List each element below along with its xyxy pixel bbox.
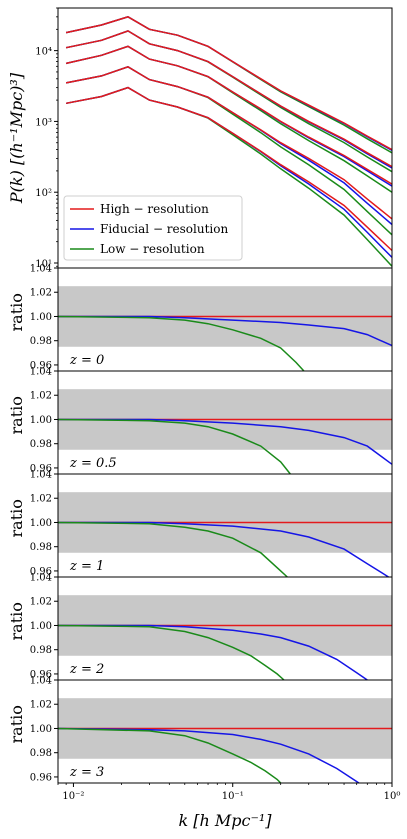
redshift-label: z = 0 [69, 353, 104, 368]
redshift-label: z = 1 [69, 559, 104, 574]
x-tick-label: 10⁻² [62, 791, 84, 802]
ratio-line-low [57, 624, 285, 681]
top-y-axis-label: P(k) [(h⁻¹Mpc)³] [7, 72, 26, 204]
ratio-y-tick-label: 1.04 [30, 470, 52, 481]
ratio-line-fiducial [58, 418, 393, 465]
top-y-tick-label: 10³ [35, 117, 52, 128]
redshift-label: z = 2 [69, 662, 104, 677]
pk-line-low-z1 [65, 45, 393, 193]
ratio-line-low [57, 315, 305, 372]
ratio-y-tick-label: 0.98 [30, 748, 52, 759]
ratio-y-tick-label: 1.02 [30, 288, 52, 299]
ratio-y-tick-label: 1.00 [30, 724, 52, 735]
ratio-y-axis-label: ratio [7, 705, 26, 743]
top-y-tick-label: 10⁴ [35, 47, 52, 58]
top-y-tick-label: 10¹ [35, 259, 52, 270]
ratio-y-tick-label: 1.00 [30, 415, 52, 426]
redshift-label: z = 0.5 [69, 456, 117, 471]
ratio-y-axis-label: ratio [7, 499, 26, 537]
ratio-y-tick-label: 1.02 [30, 494, 52, 505]
ratio-y-tick-label: 0.96 [30, 669, 52, 680]
ratio-y-axis-label: ratio [7, 396, 26, 434]
ratio-y-tick-label: 0.98 [30, 336, 52, 347]
ratio-y-tick-label: 1.00 [30, 312, 52, 323]
ratio-y-axis-label: ratio [7, 293, 26, 331]
top-y-tick-label: 10² [35, 188, 52, 199]
x-tick-label: 10⁻¹ [222, 791, 244, 802]
pk-line-high-z0 [65, 15, 393, 151]
ratio-y-axis-label: ratio [7, 602, 26, 640]
pk-line-low-z0.5 [65, 30, 393, 173]
ratio-y-tick-label: 1.02 [30, 700, 52, 711]
ratio-y-tick-label: 1.04 [30, 573, 52, 584]
ratio-panel-frame [57, 679, 393, 784]
ratio-y-tick-label: 1.02 [30, 391, 52, 402]
ratio-line-low [57, 727, 282, 784]
pk-line-high-z2 [65, 65, 393, 220]
ratio-y-tick-label: 0.96 [30, 566, 52, 577]
pk-line-high-z0.5 [65, 30, 393, 168]
pk-line-fiducial-z1 [65, 45, 393, 187]
legend-label: Low − resolution [100, 242, 205, 256]
ratio-line-fiducial [58, 315, 393, 347]
ratio-line-fiducial [57, 727, 360, 784]
ratio-y-tick-label: 0.98 [30, 439, 52, 450]
ratio-y-tick-label: 1.00 [30, 621, 52, 632]
x-tick-label: 10⁰ [384, 791, 401, 802]
redshift-label: z = 3 [69, 765, 104, 780]
ratio-line-low [57, 521, 288, 578]
ratio-y-tick-label: 0.96 [30, 463, 52, 474]
ratio-y-tick-label: 1.00 [30, 518, 52, 529]
ratio-y-tick-label: 0.96 [30, 772, 52, 783]
ratio-line-fiducial [58, 521, 389, 578]
ratio-y-tick-label: 0.96 [30, 360, 52, 371]
legend-label: High − resolution [100, 202, 209, 216]
ratio-y-tick-label: 0.98 [30, 645, 52, 656]
ratio-line-fiducial [58, 624, 368, 681]
ratio-y-tick-label: 1.04 [30, 367, 52, 378]
pk-line-high-z1 [65, 45, 393, 185]
x-axis-label: k [h Mpc⁻¹] [178, 811, 272, 830]
ratio-line-low [57, 418, 291, 475]
ratio-y-tick-label: 1.04 [30, 264, 52, 275]
ratio-y-tick-label: 1.02 [30, 597, 52, 608]
legend-label: Fiducial − resolution [100, 222, 228, 236]
pk-line-high-z3 [65, 86, 393, 252]
ratio-y-tick-label: 1.04 [30, 676, 52, 687]
ratio-y-tick-label: 0.98 [30, 542, 52, 553]
legend-box [63, 195, 243, 261]
